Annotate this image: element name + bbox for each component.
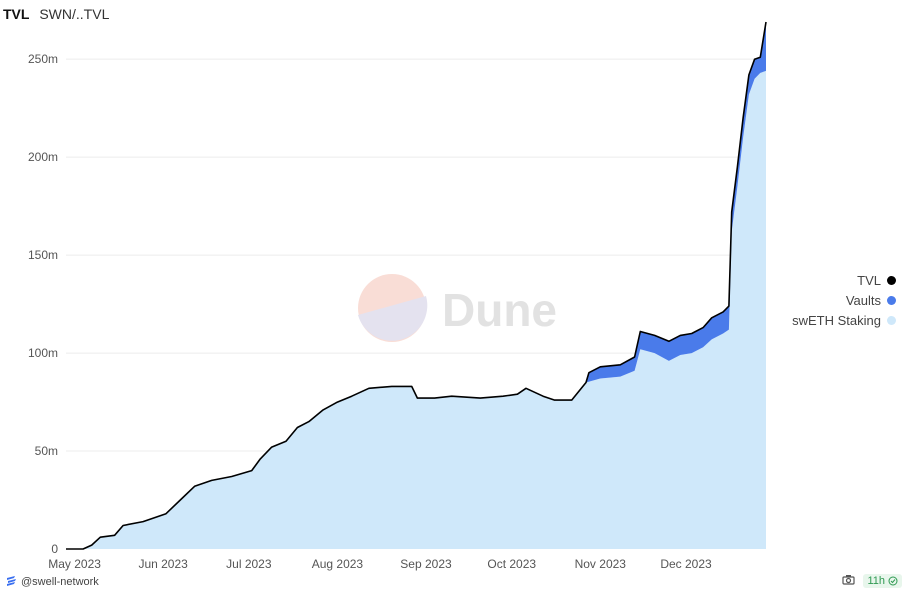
x-tick-label: Oct 2023 xyxy=(487,557,536,571)
legend: TVL Vaults swETH Staking xyxy=(792,270,896,330)
legend-swatch xyxy=(887,295,896,305)
x-tick-label: Nov 2023 xyxy=(575,557,627,571)
legend-label: Vaults xyxy=(845,292,881,308)
x-tick-label: Sep 2023 xyxy=(400,557,452,571)
y-tick-label: 200m xyxy=(28,150,58,164)
legend-swatch xyxy=(887,275,896,285)
legend-swatch xyxy=(887,315,896,325)
series-layer xyxy=(66,21,767,550)
author-credit[interactable]: @swell-network xyxy=(6,575,99,589)
legend-label: TVL xyxy=(857,272,881,288)
y-tick-label: 50m xyxy=(35,444,58,458)
series-sweth-staking-area xyxy=(66,70,766,550)
dune-logo-shade xyxy=(358,296,428,341)
series-tvl-line xyxy=(66,21,767,550)
refresh-age-badge[interactable]: 11h xyxy=(863,574,902,588)
x-tick-label: May 2023 xyxy=(48,557,101,571)
query-name[interactable]: SWN/..TVL xyxy=(39,6,110,22)
chart-title: TVL xyxy=(3,6,30,22)
y-tick-label: 250m xyxy=(28,52,58,66)
legend-item[interactable]: Vaults xyxy=(792,290,896,310)
legend-item[interactable]: swETH Staking xyxy=(792,310,896,330)
footer-status: 11h xyxy=(842,574,902,588)
dune-watermark: Dune xyxy=(358,274,557,342)
legend-item[interactable]: TVL xyxy=(792,270,896,290)
refresh-age-label: 11h xyxy=(867,575,885,587)
author-name: @swell-network xyxy=(21,576,99,588)
dune-watermark-text: Dune xyxy=(442,284,557,336)
y-tick-label: 100m xyxy=(28,346,58,360)
camera-icon[interactable] xyxy=(842,574,856,588)
chart-header: TVL SWN/..TVL xyxy=(3,6,109,22)
swell-logo-icon xyxy=(6,575,17,589)
y-tick-label: 0 xyxy=(51,542,58,556)
check-circle-icon xyxy=(888,576,898,586)
axes: 0 50m 100m 150m 200m 250m May 2023 Jun 2023 Jul … xyxy=(28,52,712,571)
legend-label: swETH Staking xyxy=(792,312,881,328)
x-tick-label: Dec 2023 xyxy=(660,557,712,571)
x-tick-label: Jul 2023 xyxy=(226,557,272,571)
y-tick-label: 150m xyxy=(28,248,58,262)
x-tick-label: Jun 2023 xyxy=(138,557,188,571)
x-tick-label: Aug 2023 xyxy=(312,557,364,571)
